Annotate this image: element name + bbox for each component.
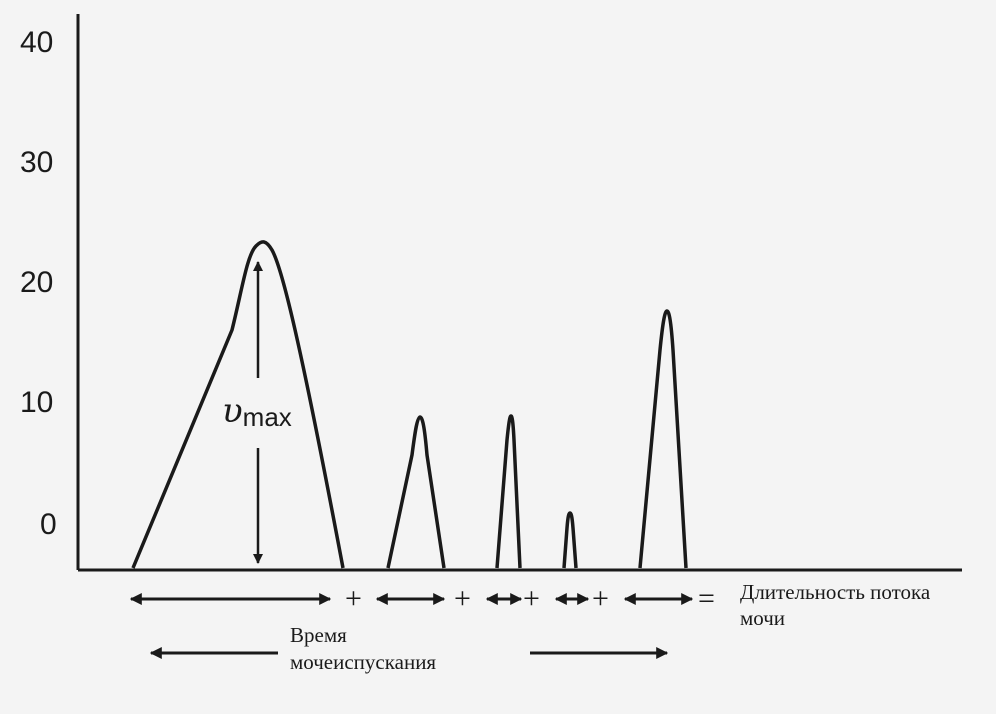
y-tick-label: 40	[20, 26, 53, 59]
flow-peak-5	[638, 309, 688, 569]
flow-peak-2	[386, 415, 446, 569]
y-tick-label: 10	[20, 386, 53, 419]
flow-peak-4	[562, 511, 578, 569]
plus-operator: +	[592, 582, 609, 615]
voiding-time-label-line-1: Время	[290, 623, 347, 647]
flow-duration-label-line-2: мочи	[740, 606, 785, 630]
plus-operator: +	[523, 582, 540, 615]
flow-duration-label-line-1: Длительность потока	[740, 580, 931, 604]
vmax-subscript: max	[243, 402, 292, 432]
y-tick-label: 30	[20, 146, 53, 179]
y-tick-label: 20	[20, 266, 53, 299]
vmax-label: υmax	[222, 391, 292, 432]
plus-operator: +	[454, 582, 471, 615]
flow-peak-1	[131, 240, 345, 569]
vmax-symbol: υ	[222, 391, 243, 431]
y-tick-label: 0	[40, 508, 57, 541]
flow-peak-3	[495, 414, 522, 569]
equals-operator: =	[698, 582, 715, 615]
plus-operator: +	[345, 582, 362, 615]
voiding-time-label-line-2: мочеиспускания	[290, 650, 436, 674]
